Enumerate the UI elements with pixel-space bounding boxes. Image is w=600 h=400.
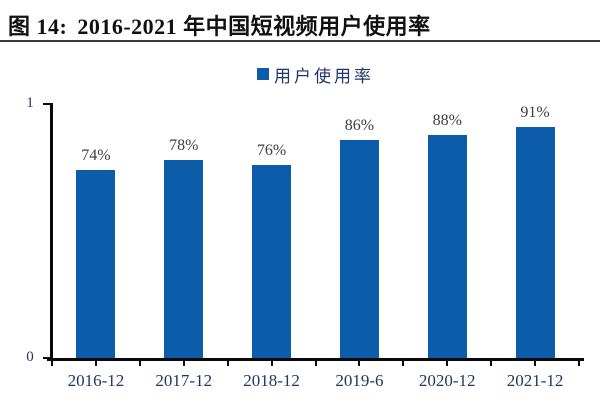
bar (252, 165, 292, 359)
x-axis-tick (446, 361, 448, 366)
bar-group: 74% (52, 104, 140, 359)
x-axis-tick (227, 361, 229, 366)
bar-value-label: 78% (169, 137, 199, 154)
bar-value-label: 86% (344, 117, 375, 134)
bar-value-label: 88% (432, 112, 462, 129)
x-axis-category-label: 2016-12 (67, 371, 125, 390)
bar-group: 78% (140, 104, 228, 359)
x-axis-line (47, 358, 584, 361)
chart-legend: 用户使用率 (52, 64, 579, 86)
figure-title: 图 14: 2016-2021 年中国短视频用户使用率 (8, 9, 431, 41)
x-axis-tick (315, 361, 317, 366)
bar-group: 88% (403, 104, 491, 359)
title-divider (0, 40, 600, 42)
x-axis-tick (402, 361, 404, 366)
y-axis-min-label: 0 (26, 349, 34, 365)
x-axis-tick (95, 361, 97, 366)
bar (339, 140, 379, 359)
figure-title-text: 2016-2021 年中国短视频用户使用率 (77, 14, 431, 39)
bar (515, 127, 555, 359)
bar-value-label: 91% (520, 104, 550, 121)
bar (76, 170, 116, 359)
x-axis-tick (183, 361, 185, 366)
bar-value-label: 74% (81, 147, 111, 164)
bar-group: 86% (315, 104, 403, 359)
x-axis-tick (51, 361, 53, 366)
x-axis-tick (578, 361, 580, 366)
x-axis-tick (358, 361, 360, 366)
x-axis-tick (534, 361, 536, 366)
legend-label: 用户使用率 (274, 66, 374, 86)
x-axis-category-label: 2021-12 (506, 371, 564, 390)
x-axis-tick (271, 361, 273, 366)
y-axis-line (50, 103, 53, 361)
x-axis-category-label: 2019-6 (335, 371, 384, 390)
x-axis-tick (139, 361, 141, 366)
bar (427, 135, 467, 359)
y-axis-max-label: 1 (26, 95, 34, 111)
bar-group: 76% (228, 104, 316, 359)
x-axis-category-label: 2018-12 (243, 371, 300, 390)
bar (164, 160, 204, 359)
x-axis-category-label: 2017-12 (155, 371, 213, 390)
bar-value-label: 76% (256, 142, 287, 159)
bars-area: 74% 78% 76% 86% 88% 91% (52, 104, 579, 359)
x-axis-tick (490, 361, 492, 366)
figure-number-label: 图 14: (8, 14, 68, 39)
x-axis-labels: 2016-12 2017-12 2018-12 2019-6 2020-12 2021-1… (52, 371, 579, 391)
x-axis-category-label: 2020-12 (418, 371, 476, 390)
y-axis-tick (43, 103, 51, 105)
legend-swatch-icon (257, 68, 269, 80)
bar-group: 91% (491, 104, 579, 359)
